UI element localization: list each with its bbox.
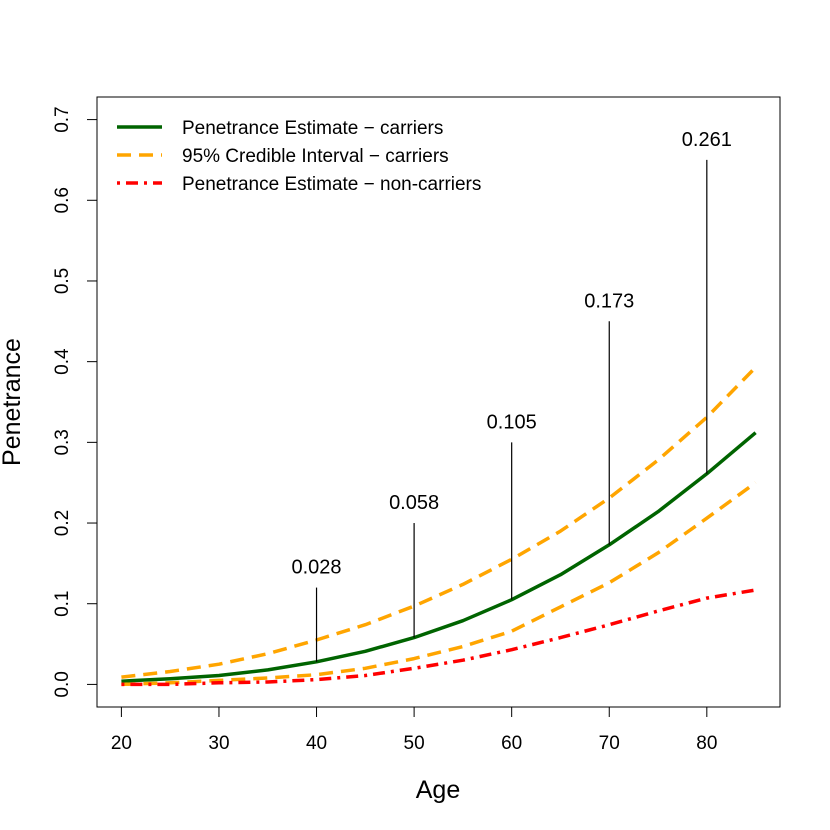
annotation-label-5: 0.261 bbox=[682, 129, 732, 151]
legend-label-3: Penetrance Estimate − non-carriers bbox=[182, 174, 481, 195]
annotation-label-2: 0.058 bbox=[389, 492, 439, 514]
x-tick-label-50: 50 bbox=[404, 733, 425, 754]
x-tick-label-70: 70 bbox=[599, 733, 620, 754]
x-axis-title: Age bbox=[416, 776, 460, 804]
annotation-label-4: 0.173 bbox=[584, 290, 634, 312]
y-axis-title: Penetrance bbox=[0, 338, 26, 466]
y-tick-label-4: 0.4 bbox=[52, 348, 73, 375]
x-tick-label-30: 30 bbox=[208, 733, 229, 754]
y-tick-label-1: 0.1 bbox=[52, 591, 73, 617]
x-tick-label-20: 20 bbox=[111, 733, 132, 754]
series-group bbox=[121, 366, 757, 687]
series-line-1 bbox=[121, 431, 757, 683]
series-line-2 bbox=[121, 366, 757, 679]
legend: Penetrance Estimate − carriers 95% Credib… bbox=[117, 118, 481, 195]
series-line-3 bbox=[121, 481, 757, 687]
y-axis: 0.0 0.1 0.2 0.3 0.4 0.5 0.6 0.7 bbox=[52, 106, 98, 698]
x-tick-label-80: 80 bbox=[696, 733, 717, 754]
x-tick-label-40: 40 bbox=[306, 733, 327, 754]
annotation-label-1: 0.028 bbox=[292, 557, 342, 579]
y-tick-label-7: 0.7 bbox=[52, 106, 73, 132]
x-axis: 20 30 40 50 60 70 80 bbox=[111, 706, 717, 754]
y-tick-label-5: 0.5 bbox=[52, 268, 73, 294]
y-tick-label-6: 0.6 bbox=[52, 187, 73, 213]
y-tick-label-0: 0.0 bbox=[52, 671, 73, 697]
annotation-label-3: 0.105 bbox=[487, 411, 537, 433]
y-tick-label-2: 0.2 bbox=[52, 510, 73, 536]
x-tick-label-60: 60 bbox=[501, 733, 522, 754]
annotation-group: 0.028 0.058 0.105 0.173 0.261 bbox=[292, 129, 732, 662]
y-tick-label-3: 0.3 bbox=[52, 429, 73, 455]
legend-label-2: 95% Credible Interval − carriers bbox=[182, 146, 449, 167]
legend-label-1: Penetrance Estimate − carriers bbox=[182, 118, 443, 139]
